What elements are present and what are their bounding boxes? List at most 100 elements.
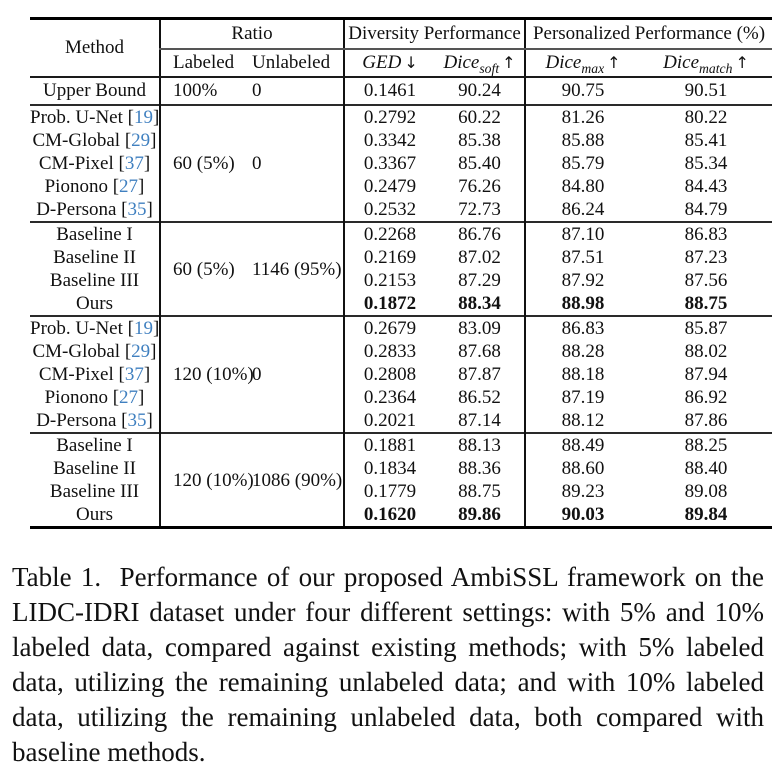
col-header-diversity: Diversity Performance — [343, 18, 526, 50]
dice-max-value: 88.28 — [524, 340, 641, 363]
method-name: CM-Pixel — [38, 153, 114, 174]
method-label: Baseline I — [30, 221, 160, 246]
citation-link[interactable]: 35 — [127, 410, 147, 431]
method-label: Ours — [76, 504, 113, 525]
ged-symbol: GED — [362, 52, 402, 73]
dice-max-value: 90.75 — [524, 77, 641, 105]
dice-match-value: 84.79 — [684, 199, 728, 220]
ged-value: 0.2169 — [343, 246, 436, 269]
ged-value: 0.1620 — [343, 503, 436, 528]
dice-match-value: 87.86 — [684, 410, 728, 431]
table-caption: Table 1. Performance of our proposed Amb… — [12, 562, 764, 767]
table-row: Baseline II 0.2169 87.02 87.51 87.23 — [30, 246, 772, 269]
section-semi-10pct: Baseline I 120 (10%) 1086 (90%) 0.1881 8… — [30, 432, 773, 528]
citation-link[interactable]: 29 — [131, 341, 151, 362]
dice-max-value: 86.24 — [524, 198, 641, 222]
citation-link[interactable]: 27 — [119, 387, 139, 408]
section-semi-5pct: Baseline I 60 (5%) 1146 (95%) 0.2268 86.… — [30, 221, 773, 316]
dice-match-value: 88.02 — [684, 341, 728, 362]
citation-link[interactable]: 19 — [133, 107, 153, 128]
dice-max-value: 88.12 — [524, 409, 641, 433]
ratio-labeled: 120 (10%) — [159, 432, 254, 528]
method-name: CM-Pixel — [38, 364, 114, 385]
dice-max-symbol: Dice — [545, 52, 582, 73]
method-name: CM-Global — [32, 130, 121, 151]
cite-bracket: [ — [124, 130, 132, 151]
ged-value: 0.1834 — [343, 457, 436, 480]
method-name: D-Persona — [36, 410, 117, 431]
cite-bracket: [ — [121, 199, 128, 220]
dice-match-value: 85.34 — [684, 153, 728, 174]
ged-value: 0.2532 — [343, 198, 436, 222]
table-row: Prob. U-Net [19] 60 (5%) 0 0.2792 60.22 … — [30, 104, 773, 222]
ged-value: 0.1881 — [343, 432, 436, 457]
method-label: Ours — [76, 293, 113, 314]
citation-link[interactable]: 29 — [131, 130, 151, 151]
method-label: CM-Pixel [37] — [30, 363, 160, 386]
dice-max-value: 87.51 — [524, 246, 641, 269]
ged-value: 0.2153 — [343, 269, 436, 292]
ratio-labeled: 60 (5%) — [159, 104, 250, 222]
ged-value: 0.2268 — [343, 221, 436, 246]
table-row: Upper Bound 100% 0 0.1461 90.24 90.75 90… — [30, 77, 772, 105]
ratio-unlabeled: 0 — [250, 104, 345, 222]
col-header-method: Method — [30, 18, 160, 78]
method-name: CM-Global — [32, 341, 121, 362]
method-label: Baseline III — [49, 481, 140, 502]
method-label: Pionono [27] — [30, 386, 160, 409]
col-header-labeled: Labeled — [159, 49, 250, 78]
up-arrow-icon: ↑ — [502, 53, 516, 72]
dice-soft-value: 85.40 — [458, 153, 501, 174]
dice-match-value: 86.92 — [684, 387, 728, 408]
citation-link[interactable]: 27 — [119, 176, 139, 197]
cite-bracket: ] — [150, 341, 157, 362]
cite-bracket: [ — [112, 176, 120, 197]
ged-value: 0.3342 — [343, 129, 436, 152]
dice-soft-value: 86.52 — [458, 387, 501, 408]
dice-match-value: 89.84 — [684, 504, 728, 525]
dice-match-value: 88.25 — [640, 432, 773, 457]
dice-soft-value: 76.26 — [458, 176, 501, 197]
dice-max-value: 86.83 — [524, 315, 641, 340]
citation-link[interactable]: 19 — [133, 318, 153, 339]
section-upper-bound: Upper Bound 100% 0 0.1461 90.24 90.75 90… — [30, 77, 772, 105]
method-label: Prob. U-Net [19] — [30, 104, 160, 129]
dice-max-subscript: max — [581, 60, 605, 76]
citation-link[interactable]: 35 — [127, 199, 147, 220]
section-supervised-10pct: Prob. U-Net [19] 120 (10%) 0 0.2679 83.0… — [30, 315, 773, 433]
method-label: Prob. U-Net [19] — [30, 315, 160, 340]
table-row: Baseline II 0.1834 88.36 88.60 88.40 — [30, 457, 772, 480]
section-supervised-5pct: Prob. U-Net [19] 60 (5%) 0 0.2792 60.22 … — [30, 104, 773, 222]
results-table: Method Ratio Diversity Performance Perso… — [30, 17, 773, 529]
table-row: Pionono [27] 0.2479 76.26 84.80 84.43 — [30, 175, 772, 198]
cite-bracket: [ — [112, 387, 120, 408]
cite-bracket: ] — [138, 176, 145, 197]
col-header-personalized: Personalized Performance (%) — [524, 18, 773, 50]
dice-match-value: 86.83 — [640, 221, 773, 246]
method-label: Upper Bound — [43, 80, 146, 101]
citation-link[interactable]: 37 — [124, 153, 144, 174]
col-header-dice-max: Dicemax ↑ — [524, 49, 641, 78]
results-table-wrap: Method Ratio Diversity Performance Perso… — [30, 17, 773, 529]
col-header-unlabeled: Unlabeled — [250, 49, 345, 78]
table-row: D-Persona [35] 0.2021 87.14 88.12 87.86 — [30, 409, 772, 433]
dice-soft-value: 87.87 — [458, 364, 501, 385]
cite-bracket: ] — [143, 153, 151, 174]
table-row: D-Persona [35] 0.2532 72.73 86.24 84.79 — [30, 198, 772, 222]
dice-soft-subscript: soft — [479, 60, 500, 76]
dice-max-value: 88.60 — [524, 457, 641, 480]
ged-value: 0.2833 — [343, 340, 436, 363]
ged-value: 0.1461 — [343, 77, 436, 105]
ged-value: 0.2479 — [343, 175, 436, 198]
method-label: CM-Global [29] — [30, 129, 160, 152]
dice-match-value: 89.08 — [684, 481, 728, 502]
method-label: Baseline III — [49, 270, 140, 291]
cite-bracket: [ — [118, 364, 125, 385]
cite-bracket: ] — [152, 318, 160, 339]
citation-link[interactable]: 37 — [124, 364, 144, 385]
dice-max-value: 87.10 — [524, 221, 641, 246]
ratio-unlabeled: 1086 (90%) — [250, 432, 345, 528]
table-row-ours: Ours 0.1872 88.34 88.98 88.75 — [30, 292, 772, 316]
header-group-row: Method Ratio Diversity Performance Perso… — [30, 18, 773, 78]
col-header-dice-match: Dicematch ↑ — [640, 49, 773, 78]
